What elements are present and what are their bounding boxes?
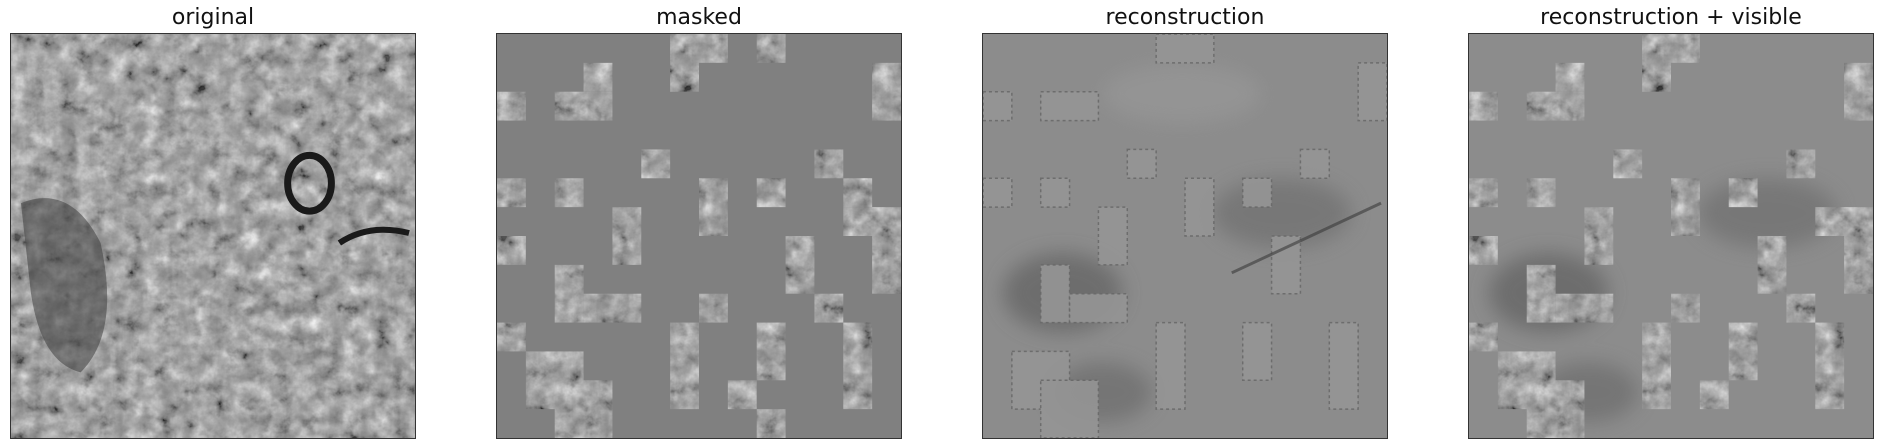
original-image [10,33,416,439]
reconstruction-image [982,33,1388,439]
panel-title-reconstruction-visible: reconstruction + visible [1540,5,1802,30]
panel-reconstruction-visible: reconstruction + visible [1468,0,1874,448]
reconstruction-visible-image [1468,33,1874,439]
masked-image [496,33,902,439]
panel-title-masked: masked [656,5,742,30]
panel-title-original: original [171,5,255,30]
panel-masked: masked [496,0,902,448]
panel-title-reconstruction: reconstruction [1105,5,1265,30]
panel-original: original [10,0,416,448]
panel-reconstruction: reconstruction [982,0,1388,448]
